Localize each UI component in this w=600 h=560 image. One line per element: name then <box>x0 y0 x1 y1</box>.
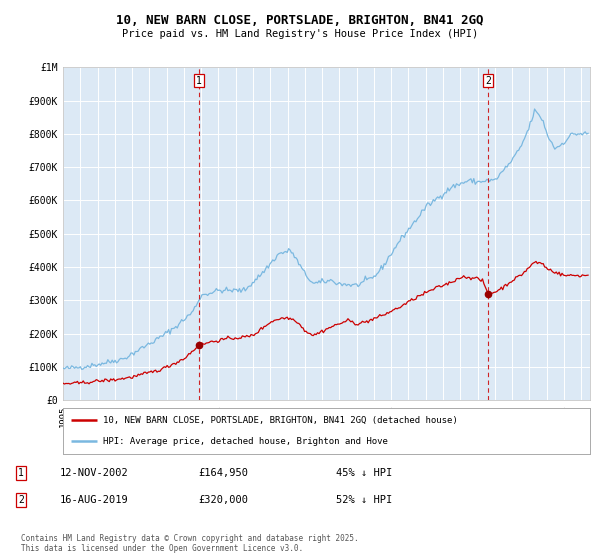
Text: 52% ↓ HPI: 52% ↓ HPI <box>336 495 392 505</box>
Text: 16-AUG-2019: 16-AUG-2019 <box>60 495 129 505</box>
Text: £320,000: £320,000 <box>198 495 248 505</box>
Text: 10, NEW BARN CLOSE, PORTSLADE, BRIGHTON, BN41 2GQ (detached house): 10, NEW BARN CLOSE, PORTSLADE, BRIGHTON,… <box>103 416 457 424</box>
Text: HPI: Average price, detached house, Brighton and Hove: HPI: Average price, detached house, Brig… <box>103 437 388 446</box>
Text: 10, NEW BARN CLOSE, PORTSLADE, BRIGHTON, BN41 2GQ: 10, NEW BARN CLOSE, PORTSLADE, BRIGHTON,… <box>116 14 484 27</box>
Text: 45% ↓ HPI: 45% ↓ HPI <box>336 468 392 478</box>
Text: Contains HM Land Registry data © Crown copyright and database right 2025.
This d: Contains HM Land Registry data © Crown c… <box>21 534 359 553</box>
Text: £164,950: £164,950 <box>198 468 248 478</box>
Text: 2: 2 <box>18 495 24 505</box>
Text: 12-NOV-2002: 12-NOV-2002 <box>60 468 129 478</box>
Text: 1: 1 <box>18 468 24 478</box>
Text: Price paid vs. HM Land Registry's House Price Index (HPI): Price paid vs. HM Land Registry's House … <box>122 29 478 39</box>
Text: 1: 1 <box>196 76 202 86</box>
Text: 2: 2 <box>485 76 491 86</box>
